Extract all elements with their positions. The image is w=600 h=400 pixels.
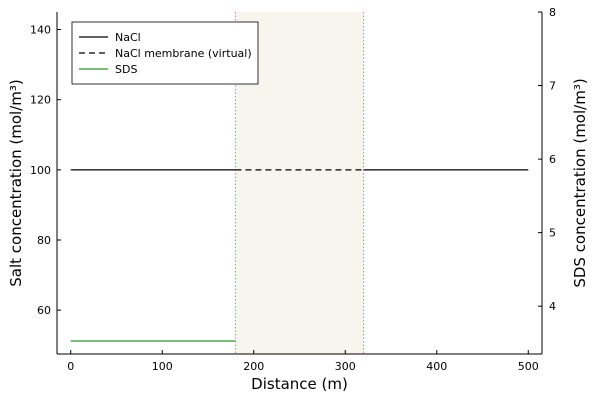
legend-label: SDS: [115, 63, 137, 76]
x-tick-label: 400: [426, 360, 447, 373]
y2-tick-label: 5: [549, 227, 556, 240]
x-tick-label: 200: [243, 360, 264, 373]
series-layer: [70, 169, 529, 342]
y2-tick-label: 6: [549, 153, 556, 166]
legend-label: NaCl membrane (virtual): [115, 47, 252, 60]
x-tick-label: 300: [335, 360, 356, 373]
x-tick-label: 500: [518, 360, 539, 373]
legend: NaCl NaCl membrane (virtual) SDS: [71, 21, 259, 85]
y-tick-label: 120: [30, 94, 51, 107]
y-tick-label: 100: [30, 164, 51, 177]
x-tick-label: 0: [67, 360, 74, 373]
x-tick-label: 100: [152, 360, 173, 373]
legend-label: NaCl: [115, 31, 141, 44]
y-axis-label: Salt concentration (mol/m³): [7, 79, 25, 287]
y2-tick-label: 7: [549, 80, 556, 93]
y-tick-label: 140: [30, 24, 51, 37]
y-tick-label: 60: [37, 304, 51, 317]
y2-tick-label: 8: [549, 6, 556, 19]
axes: [56, 12, 543, 355]
y2-axis-label: SDS concentration (mol/m³): [571, 78, 589, 287]
x-axis-label: Distance (m): [251, 375, 348, 393]
y-tick-label: 80: [37, 234, 51, 247]
y2-tick-label: 4: [549, 300, 556, 313]
ticks: 0 100 200 300 400 500 60 80 100 120 140 4 5 6 7 8: [30, 6, 556, 373]
